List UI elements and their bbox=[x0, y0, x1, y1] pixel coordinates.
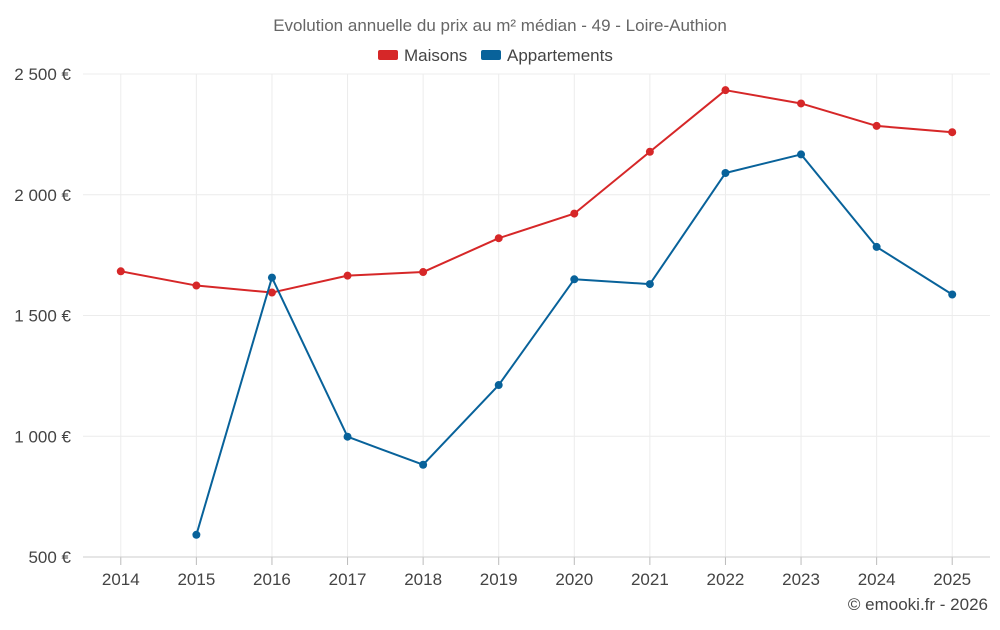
chart-title: Evolution annuelle du prix au m² médian … bbox=[273, 16, 727, 35]
x-tick-label: 2023 bbox=[782, 570, 820, 589]
y-tick-label: 2 500 € bbox=[14, 65, 71, 84]
data-point-maisons[interactable] bbox=[645, 147, 654, 156]
y-tick-label: 500 € bbox=[28, 548, 71, 567]
data-point-maisons[interactable] bbox=[267, 288, 276, 297]
data-point-maisons[interactable] bbox=[797, 99, 806, 108]
data-point-maisons[interactable] bbox=[494, 234, 503, 243]
x-tick-label: 2016 bbox=[253, 570, 291, 589]
data-point-appartements[interactable] bbox=[192, 530, 201, 539]
data-point-appartements[interactable] bbox=[645, 280, 654, 289]
series-line-maisons bbox=[120, 89, 953, 294]
data-point-appartements[interactable] bbox=[343, 432, 352, 441]
data-point-appartements[interactable] bbox=[872, 242, 881, 251]
data-point-appartements[interactable] bbox=[419, 460, 428, 469]
data-point-maisons[interactable] bbox=[343, 271, 352, 280]
data-point-maisons[interactable] bbox=[192, 281, 201, 290]
data-point-appartements[interactable] bbox=[267, 273, 276, 282]
legend: Maisons Appartements bbox=[378, 46, 613, 65]
legend-label-maisons: Maisons bbox=[404, 46, 467, 65]
x-tick-label: 2020 bbox=[555, 570, 593, 589]
series-layer bbox=[116, 86, 957, 539]
credit-text: © emooki.fr - 2026 bbox=[848, 595, 988, 614]
y-tick-label: 2 000 € bbox=[14, 186, 71, 205]
x-tick-label: 2015 bbox=[177, 570, 215, 589]
data-point-appartements[interactable] bbox=[797, 150, 806, 159]
data-point-maisons[interactable] bbox=[948, 128, 957, 137]
x-tick-label: 2017 bbox=[329, 570, 367, 589]
data-point-maisons[interactable] bbox=[721, 86, 730, 95]
x-tick-label: 2024 bbox=[858, 570, 896, 589]
legend-item-maisons[interactable]: Maisons bbox=[378, 46, 467, 65]
legend-swatch-maisons bbox=[378, 50, 398, 60]
data-point-appartements[interactable] bbox=[494, 381, 503, 390]
legend-item-appartements[interactable]: Appartements bbox=[481, 46, 613, 65]
y-tick-label: 1 000 € bbox=[14, 427, 71, 446]
x-tick-label: 2019 bbox=[480, 570, 518, 589]
data-point-maisons[interactable] bbox=[570, 209, 579, 218]
x-tick-label: 2018 bbox=[404, 570, 442, 589]
data-point-maisons[interactable] bbox=[872, 121, 881, 130]
grid bbox=[83, 73, 990, 558]
axes: 500 € 1 000 € 1 500 € 2 000 € 2 500 € 2014 201… bbox=[14, 65, 990, 589]
data-point-maisons[interactable] bbox=[419, 268, 428, 277]
x-tick-label: 2014 bbox=[102, 570, 140, 589]
x-tick-label: 2021 bbox=[631, 570, 669, 589]
x-tick-label: 2025 bbox=[933, 570, 971, 589]
y-tick-label: 1 500 € bbox=[14, 307, 71, 326]
legend-label-appartements: Appartements bbox=[507, 46, 613, 65]
data-point-appartements[interactable] bbox=[721, 169, 730, 178]
data-point-appartements[interactable] bbox=[570, 275, 579, 284]
legend-swatch-appartements bbox=[481, 50, 501, 60]
data-point-maisons[interactable] bbox=[116, 267, 125, 276]
x-tick-label: 2022 bbox=[707, 570, 745, 589]
data-point-appartements[interactable] bbox=[948, 290, 957, 299]
